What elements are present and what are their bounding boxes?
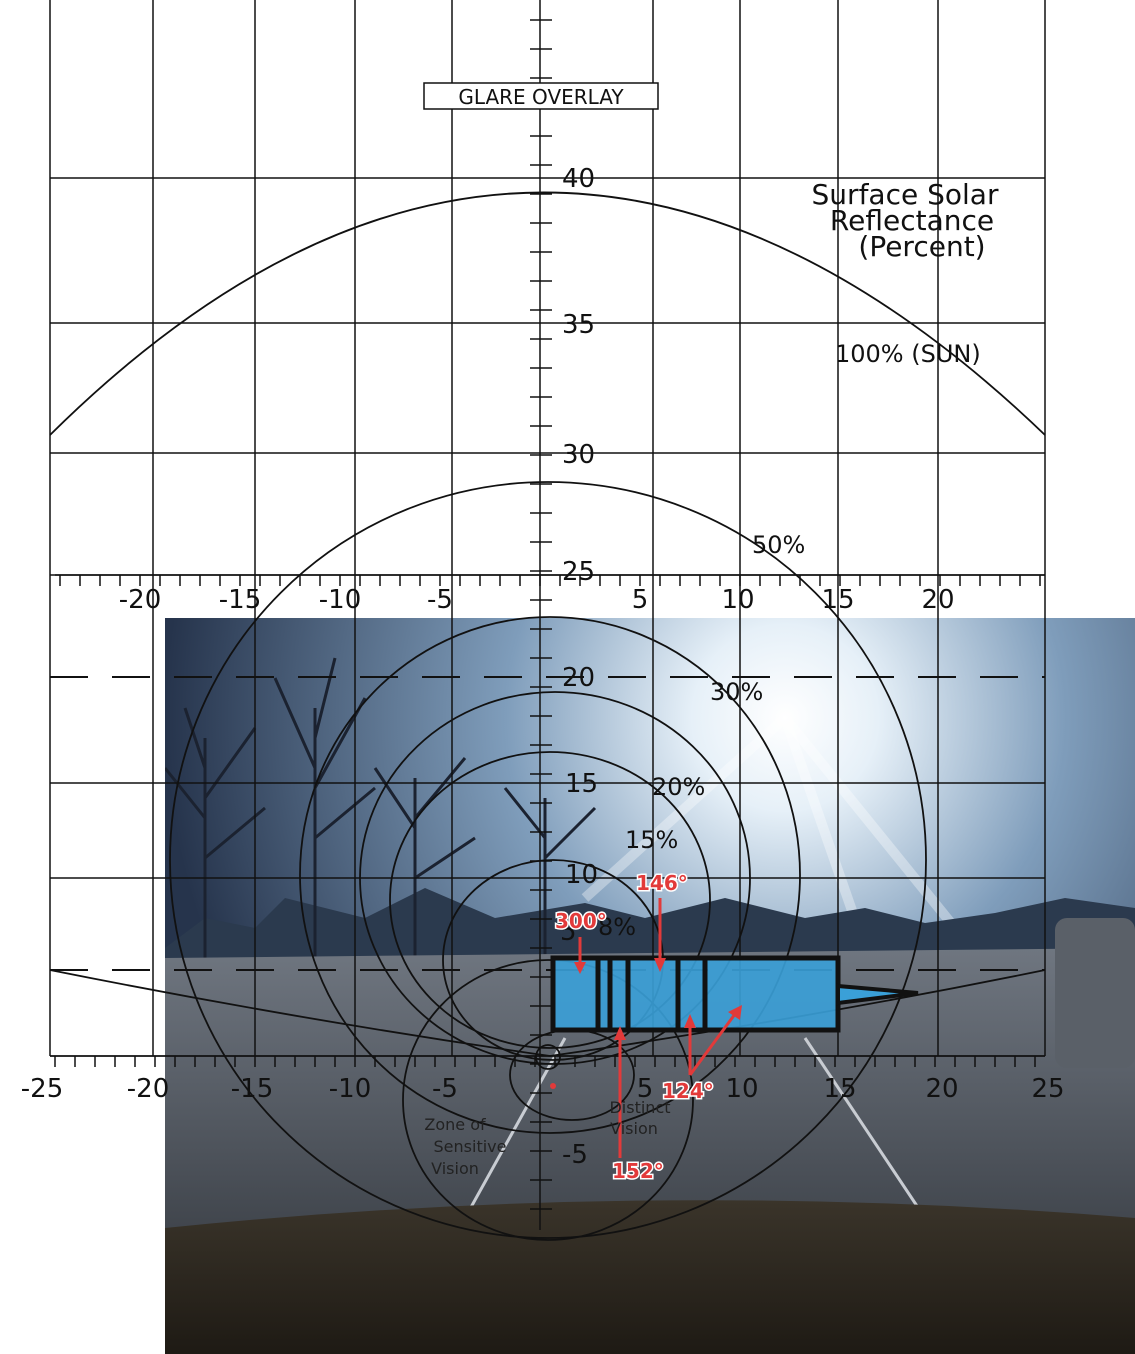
contour-label-30: 30% [710,678,763,706]
v-label-10: 10 [565,860,598,890]
upper-label-minus-20: -20 [119,585,161,615]
glare-box-dividers [595,958,708,1030]
v-label-40: 40 [562,164,595,194]
upper-label-minus-10: -10 [319,585,361,615]
contour-label-sun: 100% (SUN) [835,340,981,368]
lower-horizontal-axis [50,1055,1045,1067]
zone-distinct-line-2: Vision [610,1119,658,1138]
angle-label-300: 300° [555,909,607,933]
center-eye-point [535,1044,561,1070]
contour-side-left [49,969,551,1057]
legend-line-3: (Percent) [858,230,985,263]
parked-van [1055,918,1135,1068]
overlay-title: GLARE OVERLAY [458,85,624,109]
lower-label-minus-5: -5 [432,1074,458,1104]
reflectance-contours [49,191,1046,1241]
glare-box-tail [836,983,919,1006]
lower-axis-labels: -25 -20 -15 -10 -5 5 10 15 20 25 [21,1074,1065,1104]
road-photo [165,618,1135,1354]
contour-30 [299,616,801,1134]
overlay-title-box [423,82,659,110]
v-label-20: 20 [562,663,595,693]
lower-label-minus-10: -10 [329,1074,371,1104]
lower-label-minus-15: -15 [231,1074,273,1104]
upper-label-minus-15: -15 [219,585,261,615]
upper-label-5: 5 [632,585,649,615]
zone-sensitive-vision-circle [402,959,694,1241]
contour-label-15: 15% [625,826,678,854]
lane-markings [463,1037,927,1219]
lower-label-10: 10 [725,1074,758,1104]
upper-label-20: 20 [921,585,954,615]
overlay-grid [49,0,1046,1057]
glare-box [550,955,919,1033]
lower-label-15: 15 [823,1074,856,1104]
upper-label-15: 15 [821,585,854,615]
contour-label-8: 8% [598,913,636,941]
v-label-15: 15 [565,769,598,799]
lower-label-25: 25 [1031,1074,1064,1104]
contour-label-50: 50% [752,531,805,559]
upper-label-minus-5: -5 [427,585,453,615]
upper-horizontal-axis [55,574,1045,586]
lower-label-minus-20: -20 [127,1074,169,1104]
angle-arrows [574,898,742,1158]
upper-label-10: 10 [721,585,754,615]
zone-distinct-vision-label: Distinct Vision [609,1098,670,1138]
vertical-axis [530,0,552,1230]
dashboard [165,1200,1135,1354]
angle-label-152: 152° [612,1159,664,1183]
lower-label-5: 5 [637,1074,654,1104]
legend-line-1: Surface Solar [812,178,999,211]
dashed-reference-lines [50,676,1045,971]
v-label-30: 30 [562,440,595,470]
zone-sensitive-line-3: Vision [431,1159,479,1178]
lower-label-20: 20 [925,1074,958,1104]
center-red-dot [550,1083,556,1089]
vertical-axis-labels: 40 35 30 25 20 15 10 5 -5 [560,164,598,1170]
angle-label-124: 124° [662,1079,714,1103]
zone-distinct-line-1: Distinct [609,1098,670,1117]
road-photo-scene [165,618,1135,1354]
v-label-minus-5: -5 [562,1140,588,1170]
zone-sensitive-line-1: Zone of [424,1115,486,1134]
v-label-5: 5 [560,917,577,947]
contour-sun-100 [49,191,1046,436]
contour-15 [389,751,711,1049]
lower-label-minus-25: -25 [21,1074,63,1104]
contour-20 [359,691,751,1065]
legend-line-2: Reflectance [830,204,994,237]
contour-50 [169,481,927,1239]
zone-sensitive-line-2: Sensitive [434,1137,507,1156]
upper-axis-labels: -20 -15 -10 -5 5 10 15 20 [119,585,955,615]
zone-sensitive-vision-label: Zone of Sensitive Vision [424,1115,506,1178]
contour-label-20: 20% [652,773,705,801]
v-label-35: 35 [562,310,595,340]
angle-label-146: 146° [636,871,688,895]
v-label-25: 25 [562,557,595,587]
arrow-124-b [688,1009,740,1076]
